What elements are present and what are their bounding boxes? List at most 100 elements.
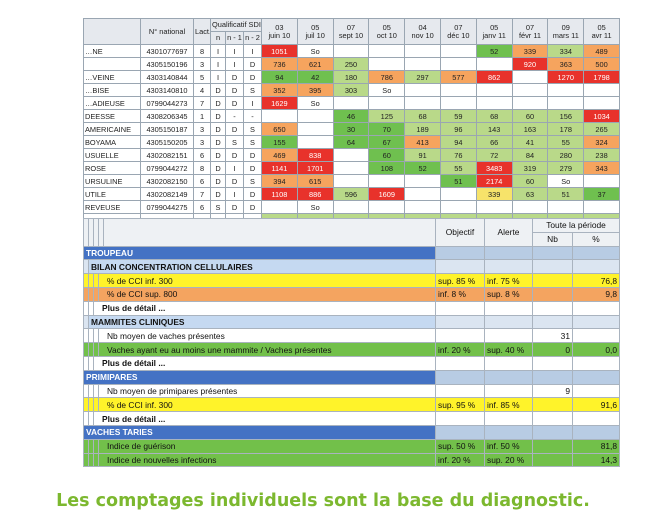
cow-name: AMERICAINE <box>83 122 141 136</box>
cow-cell-count <box>261 200 298 214</box>
subsection-title: BILAN CONCENTRATION CELLULAIRES <box>88 259 436 275</box>
cow-qualif: S <box>210 200 226 214</box>
header-month: 07 sept 10 <box>332 18 370 45</box>
cow-cell-count <box>583 83 620 97</box>
header-qualif-sub: n - 1 <box>225 31 244 45</box>
cow-cell-count: 469 <box>261 148 298 162</box>
cow-qualif: D <box>210 96 226 110</box>
cow-cell-count <box>368 44 406 58</box>
header-month: 07 févr 11 <box>511 18 549 45</box>
indicator-row: Nb moyen de vaches présentes 31 <box>83 328 621 344</box>
cow-cell-count: 238 <box>583 148 620 162</box>
cow-qualif: I <box>210 70 226 84</box>
cow-qualif: D <box>225 148 244 162</box>
more-detail-link[interactable]: Plus de détail ... <box>93 355 436 371</box>
cow-cell-count-table: N° national Lact. Qualificatif SDI 03 jui… <box>83 18 620 227</box>
cow-cell-count: 334 <box>547 44 585 58</box>
cow-qualif: D <box>210 109 226 123</box>
cow-qualif: I <box>243 96 262 110</box>
header-qualif: Qualificatif SDI <box>210 18 262 32</box>
cow-cell-count <box>296 109 334 123</box>
cow-cell-count: 862 <box>475 70 513 84</box>
header-lact: Lact. <box>193 18 211 45</box>
cow-cell-count: 108 <box>368 161 406 175</box>
indicator-pct: 81,8 <box>571 438 621 454</box>
cow-qualif: I <box>243 44 262 58</box>
cow-qualif: I <box>225 57 244 71</box>
cow-row: 4305150196 3 I I D 736 621 250 920 363 500 <box>83 57 620 71</box>
cow-qualif: D <box>243 57 262 71</box>
cow-cell-count: 838 <box>296 148 334 162</box>
cow-cell-count: 303 <box>332 83 370 97</box>
indicator-pct: 9,8 <box>571 286 621 302</box>
header-periode: Toute la période <box>531 218 621 233</box>
indicator-label: % de CCI inf. 300 <box>98 397 436 413</box>
cow-national-number: 0799044275 <box>140 200 194 214</box>
header-qualif-sub: n - 2 <box>243 31 262 45</box>
indicator-objectif: sup. 50 % <box>435 438 485 454</box>
cow-cell-count: 30 <box>332 122 370 136</box>
cow-cell-count <box>368 96 406 110</box>
cow-cell-count <box>439 83 477 97</box>
cow-qualif: I <box>210 57 226 71</box>
cow-cell-count <box>475 96 513 110</box>
cow-cell-count <box>475 83 513 97</box>
cow-cell-count <box>296 122 334 136</box>
cow-cell-count: 41 <box>511 135 549 149</box>
cow-qualif: S <box>243 83 262 97</box>
indicator-pct: 91,6 <box>571 397 621 413</box>
cow-cell-count <box>332 148 370 162</box>
cow-qualif: D <box>210 148 226 162</box>
cow-national-number: 4303140844 <box>140 70 194 84</box>
cow-cell-count <box>547 96 585 110</box>
indicator-alerte: sup. 8 % <box>484 286 533 302</box>
cow-cell-count: 279 <box>547 161 585 175</box>
summary-header-row-1: Objectif Alerte Toute la période <box>83 218 621 247</box>
indicator-objectif: inf. 8 % <box>435 286 485 302</box>
cow-qualif: D <box>243 70 262 84</box>
cow-cell-count <box>475 200 513 214</box>
cow-lactation: 3 <box>193 135 211 149</box>
cow-cell-count <box>332 96 370 110</box>
indicator-label: % de CCI sup. 800 <box>98 286 436 302</box>
cow-cell-count <box>439 96 477 110</box>
cow-cell-count: 163 <box>511 122 549 136</box>
cow-cell-count: 920 <box>511 57 549 71</box>
cow-cell-count: 489 <box>583 44 620 58</box>
cow-qualif: D <box>225 70 244 84</box>
section-title: PRIMIPARES <box>83 369 436 385</box>
indicator-alerte: inf. 75 % <box>484 273 533 288</box>
indicator-objectif <box>435 328 485 344</box>
cow-cell-count: 189 <box>404 122 441 136</box>
header-month: 05 janv 11 <box>475 18 513 45</box>
cow-cell-count: 736 <box>261 57 298 71</box>
cow-qualif: - <box>225 109 244 123</box>
cow-row: REVEUSE 0799044275 6 S D D So <box>83 200 620 214</box>
cow-cell-count: 577 <box>439 70 477 84</box>
indicator-pct <box>571 383 621 399</box>
cow-cell-count <box>511 96 549 110</box>
more-detail-link[interactable]: Plus de détail ... <box>93 300 436 316</box>
cow-cell-count <box>439 200 477 214</box>
cow-cell-count: 1609 <box>368 187 406 201</box>
header-qualif-sub: n <box>210 31 226 45</box>
indicator-alerte: inf. 85 % <box>484 397 533 413</box>
indicator-row: % de CCI inf. 300 sup. 85 % inf. 75 % 76,8 <box>83 273 621 288</box>
header-month: 05 avr 11 <box>583 18 620 45</box>
cow-name <box>83 57 141 71</box>
cow-cell-count: 1701 <box>296 161 334 175</box>
cow-cell-count: 42 <box>296 70 334 84</box>
cow-qualif: D <box>210 135 226 149</box>
cow-cell-count: 66 <box>475 135 513 149</box>
cow-qualif: I <box>210 44 226 58</box>
cow-cell-count: So <box>296 44 334 58</box>
indicator-objectif: inf. 20 % <box>435 452 485 468</box>
indicator-pct: 76,8 <box>571 273 621 288</box>
cow-cell-count: So <box>296 200 334 214</box>
more-detail-link[interactable]: Plus de détail ... <box>93 411 436 426</box>
indicator-objectif: sup. 85 % <box>435 273 485 288</box>
cow-cell-count <box>332 200 370 214</box>
cow-cell-count <box>439 187 477 201</box>
cow-cell-count: 60 <box>368 148 406 162</box>
header-objectif: Objectif <box>435 218 485 247</box>
